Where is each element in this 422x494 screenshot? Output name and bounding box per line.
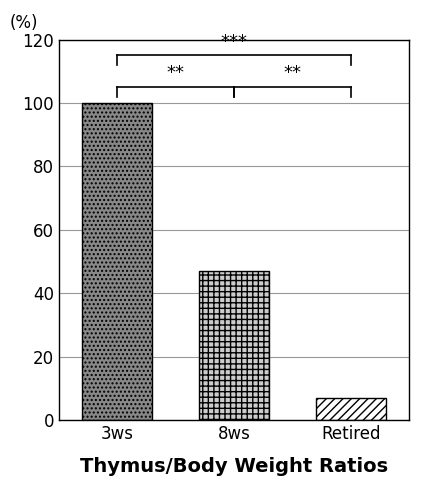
Text: (%): (%) (10, 14, 38, 32)
Bar (199, 271, 269, 420)
Text: ***: *** (221, 33, 248, 50)
Bar (316, 398, 386, 420)
Bar (82, 103, 152, 420)
Text: **: ** (167, 64, 185, 82)
Text: **: ** (284, 64, 302, 82)
X-axis label: Thymus/Body Weight Ratios: Thymus/Body Weight Ratios (80, 456, 388, 476)
